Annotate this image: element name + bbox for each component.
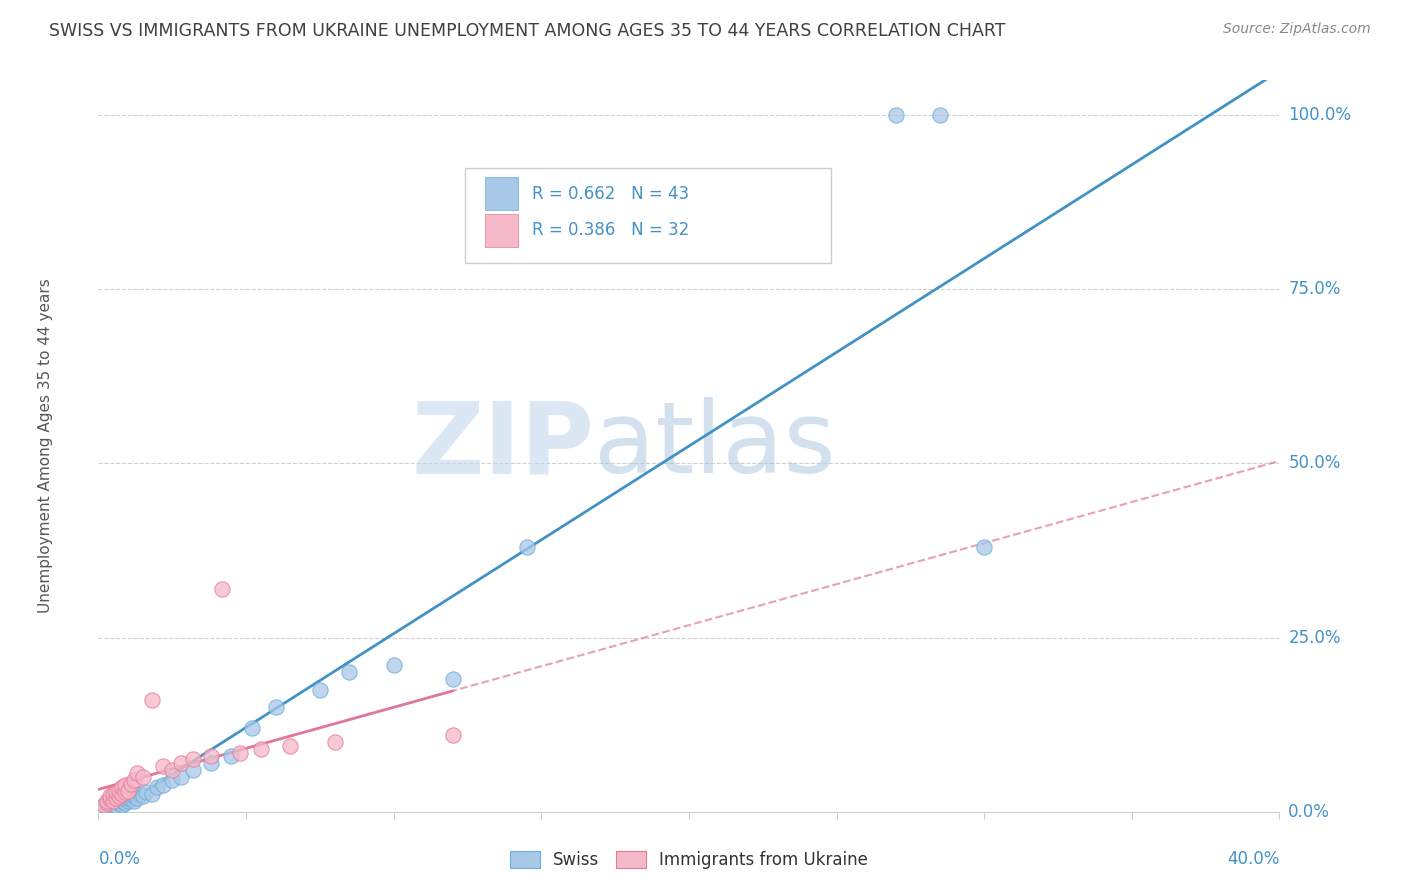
Bar [485,178,517,211]
Text: 40.0%: 40.0% [1227,850,1279,868]
Text: ZIP: ZIP [412,398,595,494]
FancyBboxPatch shape [464,168,831,263]
Text: atlas: atlas [595,398,837,494]
Text: SWISS VS IMMIGRANTS FROM UKRAINE UNEMPLOYMENT AMONG AGES 35 TO 44 YEARS CORRELAT: SWISS VS IMMIGRANTS FROM UKRAINE UNEMPLO… [49,22,1005,40]
Text: 25.0%: 25.0% [1288,629,1341,647]
Text: R = 0.386   N = 32: R = 0.386 N = 32 [531,221,689,239]
Text: Source: ZipAtlas.com: Source: ZipAtlas.com [1223,22,1371,37]
Legend: Swiss, Immigrants from Ukraine: Swiss, Immigrants from Ukraine [510,851,868,869]
Bar [485,214,517,247]
Text: 100.0%: 100.0% [1288,106,1351,124]
Text: Unemployment Among Ages 35 to 44 years: Unemployment Among Ages 35 to 44 years [38,278,53,614]
Text: R = 0.662   N = 43: R = 0.662 N = 43 [531,185,689,202]
Text: 75.0%: 75.0% [1288,280,1341,298]
Text: 50.0%: 50.0% [1288,454,1341,473]
Text: 0.0%: 0.0% [1288,803,1330,821]
Text: 0.0%: 0.0% [98,850,141,868]
